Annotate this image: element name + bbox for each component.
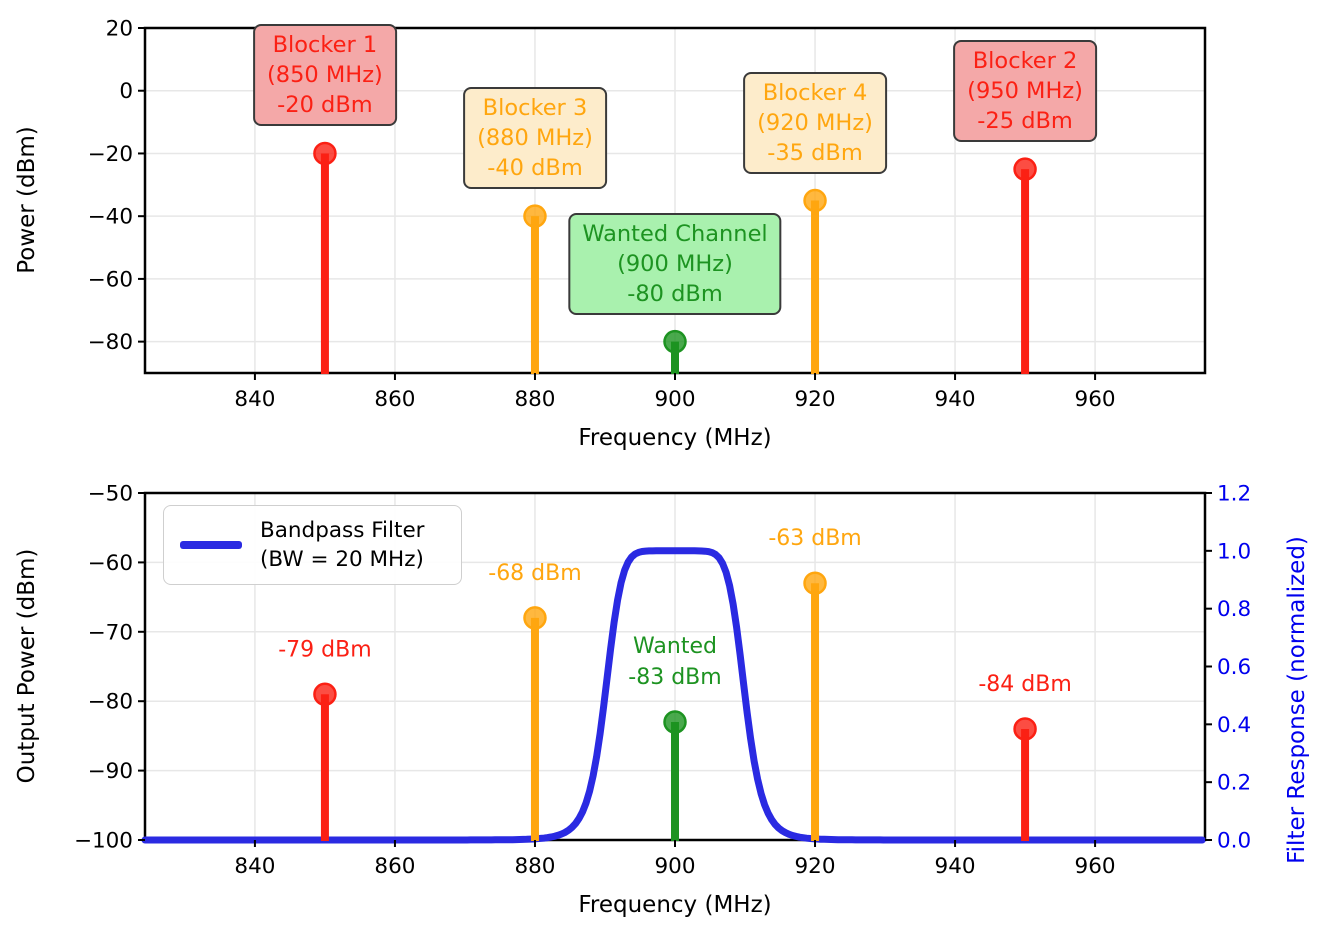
x-tick-label: 840 [234, 854, 275, 879]
y-tick-label: −70 [88, 620, 133, 645]
value-label-blocker-4: -63 dBm [768, 526, 861, 551]
y-tick-label: −40 [88, 205, 133, 230]
y-tick-label: −80 [88, 330, 133, 355]
stem-marker-blocker-2 [1013, 717, 1037, 741]
y-tick-label: 0 [119, 79, 133, 104]
stem-marker-blocker-1 [313, 141, 337, 166]
legend-line-swatch [180, 541, 242, 549]
right-y-tick-label: 0.4 [1217, 713, 1251, 738]
value-label-wanted: Wanted -83 dBm [628, 634, 721, 690]
top-x-axis-label: Frequency (MHz) [578, 425, 772, 451]
x-tick-label: 900 [654, 854, 695, 879]
right-y-tick-label: 0.0 [1217, 829, 1251, 854]
stem-marker-wanted-channel [663, 329, 687, 354]
y-tick-label: −80 [88, 690, 133, 715]
right-y-tick-label: 1.0 [1217, 539, 1251, 564]
stem-marker-wanted [663, 710, 687, 734]
stem-marker-blocker-3 [523, 606, 547, 630]
stem-marker-blocker-2 [1013, 157, 1037, 181]
right-y-tick-label: 1.2 [1217, 482, 1251, 507]
x-tick-label: 860 [374, 854, 415, 879]
y-tick-label: −50 [88, 482, 133, 507]
bottom-x-axis-label: Frequency (MHz) [578, 892, 772, 918]
x-tick-label: 960 [1075, 854, 1116, 879]
x-tick-label: 940 [935, 387, 976, 412]
value-label-blocker-3: -68 dBm [488, 561, 581, 586]
y-tick-label: −60 [88, 551, 133, 576]
stem-marker-blocker-4 [803, 571, 827, 595]
x-tick-label: 960 [1075, 387, 1116, 412]
top-y-axis-label: Power (dBm) [14, 126, 40, 274]
y-tick-label: 20 [106, 17, 133, 42]
x-tick-label: 900 [654, 387, 695, 412]
x-tick-label: 860 [374, 387, 415, 412]
stem-marker-blocker-1 [313, 682, 337, 707]
x-tick-label: 880 [514, 387, 555, 412]
filter-response-axis-label: Filter Response (normalized) [1284, 536, 1310, 864]
x-tick-label: 880 [514, 854, 555, 879]
legend-label-line-2: (BW = 20 MHz) [260, 547, 424, 572]
value-label-blocker-2: -84 dBm [978, 672, 1071, 697]
value-label-blocker-1: -79 dBm [278, 637, 371, 662]
x-tick-label: 940 [935, 854, 976, 879]
x-tick-label: 840 [234, 387, 275, 412]
legend-label-line-1: Bandpass Filter [260, 518, 425, 543]
x-tick-label: 920 [795, 387, 836, 412]
right-y-tick-label: 0.2 [1217, 771, 1251, 796]
y-tick-label: −60 [88, 267, 133, 292]
y-tick-label: −90 [88, 759, 133, 784]
right-y-tick-label: 0.6 [1217, 655, 1251, 680]
y-tick-label: −100 [74, 829, 133, 854]
top-chart: 840 860 880 900 920 940 960 20 0 −20 −40 −60 −80 [88, 17, 1207, 412]
bottom-y-axis-label: Output Power (dBm) [14, 548, 40, 784]
stem-marker-blocker-4 [803, 188, 827, 213]
stem-marker-blocker-3 [523, 204, 547, 228]
x-tick-label: 920 [795, 854, 836, 879]
legend: Bandpass Filter (BW = 20 MHz) [163, 505, 462, 585]
legend-label: Bandpass Filter (BW = 20 MHz) [260, 516, 425, 574]
right-y-tick-label: 0.8 [1217, 597, 1251, 622]
bottom-chart: 840 860 880 900 920 940 960 −50 −60 −70 −80 −90 −100… [74, 482, 1251, 880]
y-tick-label: −20 [88, 142, 133, 167]
